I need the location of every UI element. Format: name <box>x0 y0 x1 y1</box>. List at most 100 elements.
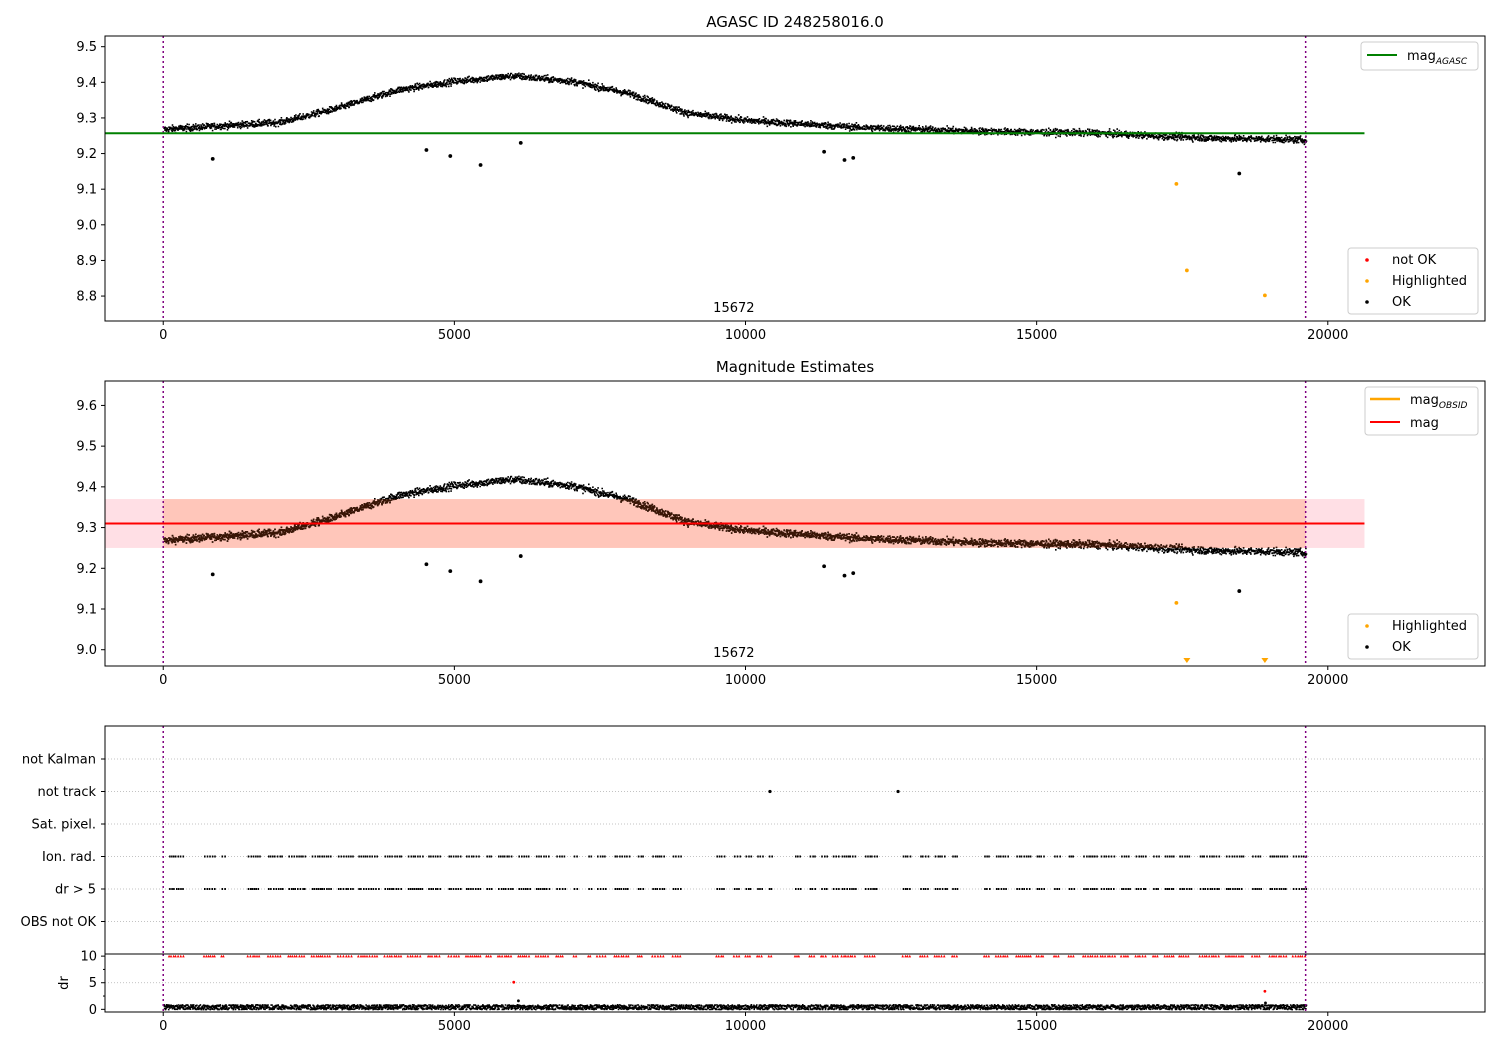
agasc-ok-cloud-points <box>163 72 1308 146</box>
dr-outlier-point-2 <box>1263 989 1267 993</box>
flags-row-label-not-track: not track <box>37 785 96 800</box>
estimates-y-tick-label-9.1: 9.1 <box>76 603 97 618</box>
flags-dr-gt-5-points <box>169 888 1308 890</box>
estimates-x-tick-label-10000: 10000 <box>725 673 766 688</box>
agasc-point-ok-6 <box>842 158 847 162</box>
dr-axes-frame <box>104 953 1486 1013</box>
agasc-y-tick-label-9.3: 9.3 <box>76 111 97 126</box>
agasc-point-ok-5 <box>822 149 827 154</box>
estimates-point-legend-frame <box>1347 613 1479 660</box>
estimates-point-ok-1 <box>424 562 429 567</box>
dr-x-tick-label-15000: 15000 <box>1016 1019 1057 1034</box>
agasc-legend-label-ok: OK <box>1392 295 1411 310</box>
dr-clipped-points <box>167 954 1307 958</box>
estimates-y-tick-label-9.4: 9.4 <box>76 480 97 495</box>
flags-row-label-obs-not-ok: OBS not OK <box>21 915 97 930</box>
agasc-x-tick-label-15000: 15000 <box>1016 328 1057 343</box>
estimates-x-tick-label-0: 0 <box>159 673 167 688</box>
flags-panel: not Kalman not track Sat. pixel. Ion. rad. d… <box>21 725 1486 955</box>
estimates-point-ok-5 <box>822 564 827 569</box>
estimates-offscale-marker-1 <box>1261 658 1269 663</box>
dr-x-tick-label-20000: 20000 <box>1307 1019 1348 1034</box>
estimates-legend-mag-label: mag <box>1410 416 1439 431</box>
agasc-legend-swatch-ok <box>1365 300 1369 304</box>
dr-y-tick-label-0: 0 <box>89 1003 97 1018</box>
agasc-panel-title: AGASC ID 248258016.0 <box>706 13 884 31</box>
flags-row-label-sat-pixel-: Sat. pixel. <box>32 818 96 833</box>
dr-y-tick-label-10: 10 <box>80 950 97 965</box>
agasc-point-legend: not OK Highlighted OK <box>1347 247 1479 315</box>
agasc-legend-swatch-not-ok <box>1365 258 1369 262</box>
estimates-y-tick-label-9.3: 9.3 <box>76 521 97 536</box>
flags-ion-rad-points <box>169 855 1308 858</box>
estimates-x-tick-label-5000: 5000 <box>438 673 471 688</box>
estimates-point-highlighted-0 <box>1174 600 1179 605</box>
estimates-x-tick-label-15000: 15000 <box>1016 673 1057 688</box>
agasc-point-ok-7 <box>851 155 856 160</box>
estimates-axes-frame <box>104 380 1486 667</box>
flags-not-track-point-0 <box>768 789 772 794</box>
agasc-point-highlighted-2 <box>1262 293 1267 298</box>
flags-row-label-ion-rad-: Ion. rad. <box>42 850 96 865</box>
agasc-point-legend-frame <box>1347 247 1479 315</box>
agasc-legend-label-highlighted: Highlighted <box>1392 274 1467 289</box>
estimates-point-ok-0 <box>210 572 215 577</box>
estimates-offscale-marker-0 <box>1183 658 1191 663</box>
agasc-point-ok-8 <box>1237 171 1242 176</box>
flags-not-track-point-1 <box>896 789 900 794</box>
agasc-point-ok-3 <box>478 163 483 167</box>
agasc-point-ok-0 <box>210 157 215 161</box>
agasc-point-ok-4 <box>518 140 523 145</box>
agasc-x-tick-label-10000: 10000 <box>725 328 766 343</box>
estimates-y-tick-label-9.2: 9.2 <box>76 562 97 577</box>
agasc-point-highlighted-0 <box>1174 181 1179 186</box>
dr-x-tick-label-5000: 5000 <box>438 1019 471 1034</box>
agasc-axes-frame <box>104 35 1486 322</box>
estimates-point-ok-3 <box>478 579 483 584</box>
agasc-point-ok-2 <box>448 154 453 158</box>
agasc-legend-line-label: magAGASC <box>1407 49 1468 67</box>
dr-outlier-point-3 <box>1264 1001 1267 1005</box>
estimates-panel-title: Magnitude Estimates <box>716 358 874 376</box>
agasc-y-tick-label-9.5: 9.5 <box>76 40 97 55</box>
dr-y-tick-label-5: 5 <box>89 976 97 991</box>
estimates-legend-label-highlighted: Highlighted <box>1392 619 1467 634</box>
estimates-obsid-annotation: 15672 <box>713 646 754 661</box>
agasc-x-tick-label-5000: 5000 <box>438 328 471 343</box>
estimates-y-tick-label-9.5: 9.5 <box>76 440 97 455</box>
dr-panel: 0 5 10 0 5000 10000 15000 20000 dr <box>57 950 1486 1034</box>
estimates-point-ok-8 <box>1237 589 1242 593</box>
estimates-point-legend: Highlighted OK <box>1347 613 1479 660</box>
agasc-obsid-annotation: 15672 <box>713 301 754 316</box>
agasc-point-highlighted-1 <box>1184 268 1189 273</box>
estimates-legend-label-ok: OK <box>1392 640 1411 655</box>
estimates-x-tick-label-20000: 20000 <box>1307 673 1348 688</box>
estimates-point-ok-4 <box>518 554 523 558</box>
agasc-y-tick-label-8.8: 8.8 <box>76 290 97 305</box>
dr-outlier-point-1 <box>517 999 520 1003</box>
agasc-y-tick-label-9.4: 9.4 <box>76 76 97 91</box>
dr-outlier-point-0 <box>512 980 516 984</box>
estimates-legend-swatch-ok <box>1365 645 1369 649</box>
dr-point-cloud <box>163 954 1308 1011</box>
estimates-legend-obsid-label: magOBSID <box>1410 393 1468 411</box>
dr-x-tick-label-0: 0 <box>159 1019 167 1034</box>
agasc-legend-swatch-highlighted <box>1365 279 1369 283</box>
agasc-y-tick-label-9: 9.0 <box>76 218 97 233</box>
flags-row-label-not-kalman: not Kalman <box>22 753 96 768</box>
agasc-y-tick-label-9.1: 9.1 <box>76 183 97 198</box>
estimates-y-tick-label-9.6: 9.6 <box>76 399 97 414</box>
agasc-x-tick-label-0: 0 <box>159 328 167 343</box>
agasc-line-legend: magAGASC <box>1360 41 1479 71</box>
estimates-point-ok-2 <box>448 569 453 574</box>
agasc-legend-label-not-ok: not OK <box>1392 253 1437 268</box>
agasc-ok-point-cloud <box>163 72 1308 146</box>
agasc-x-tick-label-20000: 20000 <box>1307 328 1348 343</box>
flags-row-label-dr-5: dr > 5 <box>55 883 96 898</box>
estimates-y-tick-label-9: 9.0 <box>76 643 97 658</box>
dr-baseline-points <box>163 1004 1308 1011</box>
dr-x-tick-label-10000: 10000 <box>725 1019 766 1034</box>
agasc-y-tick-label-8.9: 8.9 <box>76 254 97 269</box>
agasc-line-legend-frame <box>1360 41 1479 71</box>
agasc-magnitude-panel: AGASC ID 248258016.0 15672 8.8 8.9 9.0 9.1 9… <box>76 13 1486 343</box>
